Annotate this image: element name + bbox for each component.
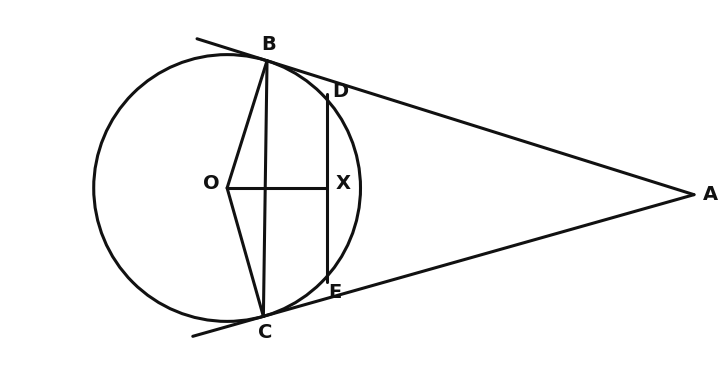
Text: B: B <box>261 35 276 54</box>
Text: X: X <box>336 174 350 193</box>
Text: C: C <box>258 323 272 342</box>
Text: D: D <box>332 82 348 101</box>
Text: A: A <box>702 185 717 204</box>
Text: O: O <box>203 174 219 193</box>
Text: E: E <box>329 283 342 302</box>
